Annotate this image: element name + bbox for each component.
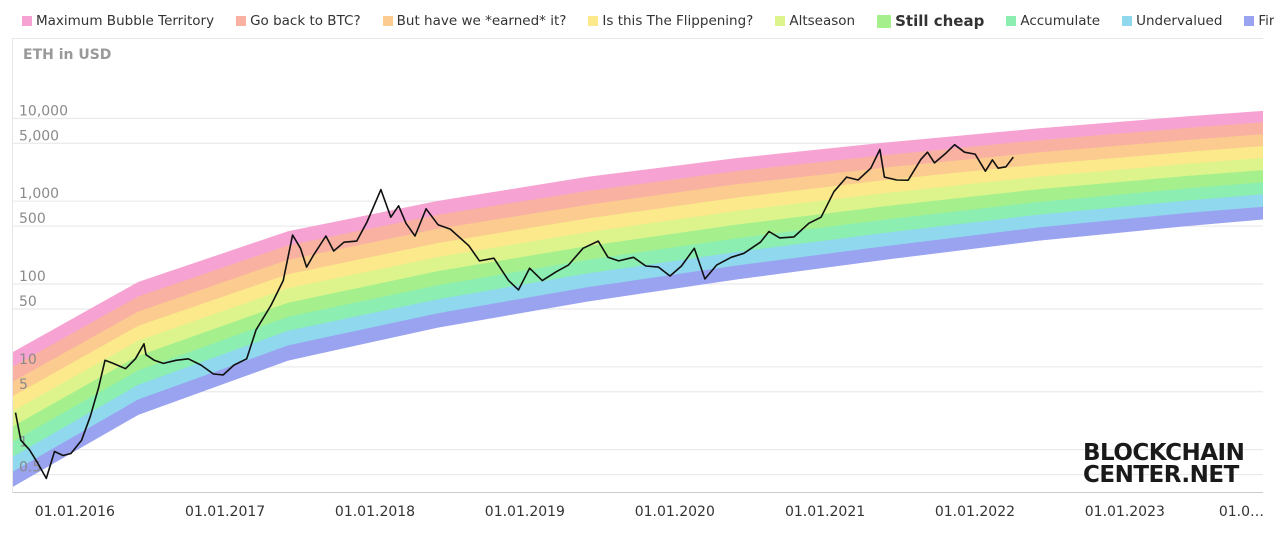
- x-tick-label: 01.0…: [1219, 504, 1264, 520]
- legend-swatch: [588, 16, 599, 26]
- legend: Maximum Bubble Territory Go back to BTC? B…: [22, 8, 1274, 34]
- y-tick-label: 1,000: [19, 186, 59, 202]
- legend-label: Is this The Flippening?: [602, 13, 754, 29]
- legend-label: Still cheap: [895, 12, 985, 30]
- legend-swatch: [1244, 16, 1255, 26]
- y-tick-label: 10: [19, 352, 37, 368]
- legend-item[interactable]: Altseason: [775, 13, 855, 29]
- x-tick-label: 01.01.2016: [35, 504, 115, 520]
- legend-swatch: [22, 16, 32, 26]
- legend-item[interactable]: Maximum Bubble Territory: [22, 13, 214, 29]
- legend-item[interactable]: Go back to BTC?: [236, 13, 361, 29]
- y-tick-label: 500: [19, 211, 46, 227]
- legend-label: Maximum Bubble Territory: [36, 13, 215, 29]
- logo-line-2: CENTER.NET: [1083, 462, 1239, 488]
- y-tick-label: 5,000: [19, 128, 59, 144]
- legend-item[interactable]: Undervalued: [1122, 13, 1222, 29]
- chart-area: 0.5 1 5 10 50 100 500 1,000 5,000 10,000 ETH in U…: [12, 38, 1263, 493]
- legend-swatch: [775, 16, 786, 26]
- x-tick-label: 01.01.2018: [335, 504, 415, 520]
- x-tick-label: 01.01.2017: [185, 504, 265, 520]
- x-tick-label: 01.01.2022: [935, 504, 1015, 520]
- legend-swatch: [877, 14, 892, 28]
- legend-label: Go back to BTC?: [250, 13, 361, 29]
- blockchaincenter-logo: BLOCKCHAIN CENTER.NET: [1083, 440, 1245, 488]
- legend-swatch: [382, 16, 393, 26]
- y-tick-label: 0.5: [19, 460, 41, 476]
- y-tick-label: 5: [19, 377, 28, 393]
- legend-item[interactable]: Still cheap: [877, 12, 984, 30]
- x-tick-label: 01.01.2023: [1085, 504, 1165, 520]
- legend-swatch: [1006, 16, 1017, 26]
- legend-label: Altseason: [789, 13, 856, 29]
- y-tick-label: 50: [19, 294, 37, 310]
- logo-line-1: BLOCKCHAIN: [1083, 440, 1245, 466]
- legend-item[interactable]: But have we *earned* it?: [382, 13, 567, 29]
- eth-price-line: [14, 143, 1014, 480]
- x-tick-label: 01.01.2021: [785, 504, 865, 520]
- legend-item[interactable]: Fire Sale: [1244, 13, 1274, 29]
- y-tick-label: 10,000: [19, 103, 68, 119]
- legend-label: Undervalued: [1136, 13, 1223, 29]
- x-tick-label: 01.01.2019: [485, 504, 565, 520]
- legend-swatch: [1122, 16, 1133, 26]
- legend-item[interactable]: Is this The Flippening?: [588, 13, 753, 29]
- legend-label: But have we *earned* it?: [396, 13, 567, 29]
- legend-item[interactable]: Accumulate: [1006, 13, 1100, 29]
- legend-label: Fire Sale: [1258, 13, 1274, 29]
- x-tick-label: 01.01.2020: [635, 504, 715, 520]
- y-tick-label: 100: [19, 269, 46, 285]
- legend-label: Accumulate: [1020, 13, 1101, 29]
- legend-swatch: [236, 16, 247, 26]
- y-axis-label: ETH in USD: [23, 47, 112, 63]
- rainbow-band: [13, 206, 1263, 487]
